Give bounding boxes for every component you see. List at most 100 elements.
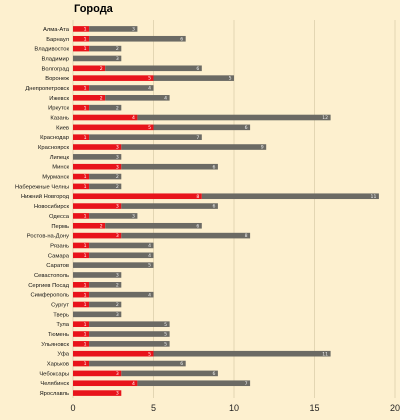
bar-segment — [89, 173, 122, 180]
bar-value-label: 6 — [212, 371, 215, 377]
bar-segment — [73, 301, 90, 308]
bar-segment — [73, 331, 90, 337]
category-label: Днепропетровск — [25, 86, 69, 92]
bar-segment — [73, 163, 122, 170]
bar-segment — [73, 350, 154, 357]
category-label: Тула — [56, 322, 69, 328]
bar-segment — [73, 222, 106, 229]
category-label: Саратов — [46, 263, 69, 269]
category-label: Севастополь — [34, 273, 69, 279]
bar-segment — [73, 282, 90, 288]
bar-segment — [89, 301, 122, 308]
bar-value-label: 3 — [116, 233, 119, 239]
bar-segment — [73, 311, 122, 318]
category-label: Новосибирск — [34, 204, 69, 210]
bar-value-label: 5 — [148, 351, 151, 357]
bar-value-label: 1 — [84, 322, 87, 328]
bar-value-label: 1 — [84, 27, 87, 33]
bar-value-label: 2 — [100, 223, 103, 229]
bar-value-label: 6 — [245, 125, 248, 131]
bar-value-label: 2 — [116, 302, 119, 308]
bar-segment — [105, 65, 202, 72]
bar-segment — [89, 321, 170, 327]
bar-value-label: 5 — [164, 341, 167, 347]
bar-value-label: 1 — [84, 184, 87, 190]
bar-segment — [153, 75, 234, 81]
bar-value-label: 1 — [84, 341, 87, 347]
bar-value-label: 1 — [84, 135, 87, 141]
bar-value-label: 1 — [84, 214, 87, 220]
bar-value-label: 2 — [116, 184, 119, 190]
category-label: Волгоград — [41, 66, 69, 72]
category-label: Уфа — [57, 352, 69, 358]
category-label: Липецк — [50, 155, 70, 161]
category-label: Минск — [52, 165, 69, 171]
bar-value-label: 5 — [229, 76, 232, 82]
bar-segment — [137, 380, 251, 387]
bar-value-label: 9 — [261, 145, 264, 151]
bar-value-label: 2 — [100, 66, 103, 72]
bar-value-label: 3 — [116, 145, 119, 151]
category-label: Красноярск — [38, 145, 69, 151]
bar-value-label: 3 — [116, 371, 119, 377]
bar-segment — [89, 341, 170, 347]
bar-segment — [89, 360, 186, 367]
bar-value-label: 4 — [132, 115, 135, 121]
bar-value-label: 3 — [116, 56, 119, 62]
bar-segment — [73, 55, 122, 62]
bar-segment — [153, 124, 251, 131]
bar-value-label: 3 — [116, 273, 119, 279]
bar-value-label: 2 — [116, 105, 119, 111]
bar-value-label: 3 — [116, 312, 119, 318]
bar-value-label: 2 — [100, 95, 103, 101]
bar-segment — [73, 291, 90, 298]
bar-value-label: 1 — [84, 174, 87, 180]
bar-segment — [73, 321, 90, 327]
x-tick-label: 15 — [309, 403, 319, 413]
bar-value-label: 1 — [84, 46, 87, 52]
bar-value-label: 6 — [212, 164, 215, 170]
bar-segment — [89, 291, 154, 298]
bar-segment — [89, 242, 154, 249]
bar-segment — [73, 85, 90, 91]
chart-title: Города — [74, 3, 113, 15]
bar-value-label: 12 — [322, 115, 328, 121]
bar-value-label: 3 — [116, 391, 119, 397]
bar-value-label: 6 — [212, 204, 215, 210]
bar-value-label: 1 — [84, 361, 87, 367]
bar-segment — [89, 45, 122, 52]
bar-segment — [73, 35, 90, 42]
category-label: Рязань — [50, 243, 69, 249]
bar-value-label: 4 — [148, 243, 151, 249]
bar-segment — [89, 85, 154, 91]
bar-segment — [121, 232, 251, 239]
bar-segment — [73, 252, 90, 259]
bar-segment — [89, 104, 122, 111]
bar-segment — [73, 173, 90, 180]
category-labels: Алма-Ата Барнаул Владивосток Владимир Волгог… — [15, 27, 70, 397]
bar-value-label: 3 — [116, 164, 119, 170]
bar-segment — [73, 360, 90, 367]
bar-segment — [89, 35, 186, 42]
bar-value-label: 5 — [148, 263, 151, 269]
category-label: Сургут — [51, 303, 69, 309]
bar-segment — [73, 26, 90, 32]
bar-segment — [73, 272, 122, 278]
bar-value-label: 6 — [196, 66, 199, 72]
bar-value-label: 3 — [116, 204, 119, 210]
bar-segment — [73, 104, 90, 111]
x-tick-label: 0 — [70, 403, 75, 413]
bar-value-label: 11 — [371, 194, 377, 200]
bar-segment — [73, 183, 90, 190]
bar-segment — [89, 26, 138, 32]
category-label: Сергиев Посад — [28, 283, 69, 289]
category-label: Ростов-на-Дону — [27, 234, 69, 240]
category-label: Пермь — [51, 224, 69, 230]
x-tick-label: 20 — [390, 403, 400, 413]
bar-value-label: 6 — [180, 361, 183, 367]
x-tick-label: 10 — [229, 403, 239, 413]
bar-segment — [73, 262, 154, 268]
category-label: Набережные Челны — [15, 184, 69, 190]
category-label: Мурманск — [42, 175, 69, 181]
x-tick-label: 5 — [151, 403, 156, 413]
